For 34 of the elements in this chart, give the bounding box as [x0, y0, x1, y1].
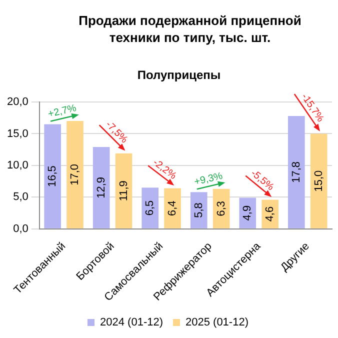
bar — [66, 121, 84, 228]
data-label: 17,0 — [69, 164, 82, 186]
data-label: 4,6 — [264, 206, 276, 222]
bar — [44, 124, 61, 228]
data-label: 6,3 — [215, 201, 228, 216]
bar — [310, 134, 328, 228]
y-tick-label: 5,0 — [13, 191, 28, 204]
bar — [142, 188, 159, 228]
y-tick-label: 10,0 — [6, 159, 28, 172]
bar — [92, 147, 110, 228]
annotation: +9,3% — [193, 170, 224, 188]
bar — [164, 188, 181, 228]
data-label: 17,8 — [290, 161, 302, 183]
legend-label: 2024 (01-12) — [100, 316, 164, 329]
data-label: 6,5 — [144, 200, 156, 216]
data-label: 6,4 — [166, 200, 179, 216]
data-label: 15,0 — [312, 170, 325, 192]
data-label: 11,9 — [118, 180, 130, 202]
bar — [115, 153, 132, 228]
chart-subtitle: Полуприцепы — [136, 68, 222, 82]
data-label: 5,8 — [192, 202, 205, 218]
bar — [190, 192, 208, 228]
y-tick-label: 20,0 — [6, 96, 28, 108]
bar — [288, 116, 305, 228]
data-label: 16,5 — [46, 166, 59, 188]
chart-title: Продажи подержанной прицепной техники по типу, тыс. шт. — [78, 12, 302, 46]
legend-label: 2025 (01-12) — [186, 316, 248, 329]
y-tick-label: 0,0 — [13, 222, 28, 235]
annotation: +2,7% — [47, 102, 78, 120]
bar — [262, 200, 278, 228]
data-label: 12,9 — [95, 177, 108, 198]
data-label: 4,9 — [242, 205, 254, 221]
bar — [239, 198, 256, 228]
y-tick-label: 15,0 — [6, 128, 28, 140]
